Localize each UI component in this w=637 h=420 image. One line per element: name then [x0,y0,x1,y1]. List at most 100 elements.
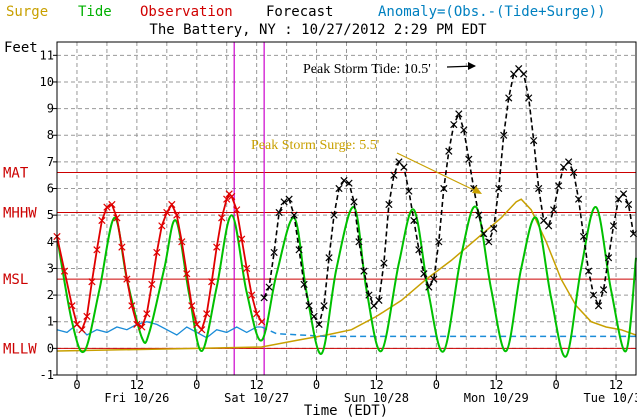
forecast-point [405,187,413,195]
x-tick-label: 12 [249,378,263,392]
legend-anomaly: Anomaly=(Obs.-(Tide+Surge)) [378,4,606,20]
observation-point [118,243,126,251]
y-axis-label: Feet [4,40,38,56]
observation-point [83,312,91,321]
datum-label: MHHW [3,205,37,221]
forecast-point [280,198,288,206]
forecast-point [355,238,363,246]
forecast-point [295,246,303,254]
forecast-point [520,70,528,78]
peak-storm-tide-annotation: Peak Storm Tide: 10.5' [303,62,431,77]
x-tick-label: 0 [73,378,80,392]
legend-surge: Surge [6,4,48,20]
forecast-point [290,211,298,219]
forecast-point [460,126,468,134]
forecast-point [450,120,458,129]
forecast-point [435,238,443,246]
observation-point [93,246,101,254]
observation-point [153,248,161,257]
forecast-point [300,280,308,289]
anomaly-forecast-line [261,326,636,338]
forecast-point [330,211,338,219]
forecast-point [584,267,593,275]
y-tick-label: 8 [47,128,54,142]
y-tick-label: 10 [40,75,54,89]
datum-label: MLLW [3,341,37,357]
forecast-point [589,291,598,299]
y-tick-label: 0 [47,341,54,355]
forecast-point [380,259,388,267]
observation-point [243,264,251,273]
forecast-point [425,283,433,291]
forecast-point [320,302,328,310]
forecast-point [599,286,608,294]
y-tick-label: 11 [40,48,54,62]
forecast-point [535,184,543,193]
observation-point [158,222,166,230]
x-tick-label: 0 [433,378,440,392]
forecast-point [505,94,513,102]
forecast-point [400,163,408,171]
forecast-point [604,254,613,262]
observation-point [98,216,106,225]
observation-point [218,214,226,222]
forecast-point [315,320,323,329]
surge-line [56,198,637,352]
y-tick-label: 9 [47,102,54,116]
forecast-point [365,291,373,299]
forecast-point [260,294,268,302]
peak-storm-surge-arrowhead [472,186,482,194]
y-tick-label: 2 [47,288,54,302]
forecast-point [360,267,368,275]
anomaly-line [56,321,262,339]
forecast-point [275,208,283,217]
forecast-point [285,195,293,203]
forecast-point [265,283,273,291]
legend-tide: Tide [78,4,112,20]
forecast-point [609,222,618,230]
observation-point [128,302,136,310]
peak-storm-surge-annotation: Peak Storm Surge: 5.5' [251,138,379,153]
observation-point [138,323,146,331]
forecast-point [500,131,508,139]
x-tick-label: 0 [553,378,560,392]
forecast-point [569,168,578,177]
forecast-point [440,184,448,193]
forecast-point [574,195,583,203]
forecast-point [375,296,383,305]
x-tick-label: 0 [193,378,200,392]
annotations: Peak Storm Tide: 10.5' Peak Storm Surge: … [251,62,482,194]
forecast-point [550,206,558,214]
forecast-point [340,176,348,185]
forecast-point [465,155,473,163]
observation-point [258,318,266,326]
forecast-point [545,222,553,230]
observation-point [198,326,206,334]
observation-point [113,214,121,222]
tide-line [56,205,637,358]
forecast-point [420,270,428,278]
observation-point [103,203,111,211]
observation-point [108,200,116,209]
forecast-point [480,230,488,238]
day-label: Tue 10/30 [584,391,637,405]
observation-point [213,243,221,251]
forecast-point [490,224,498,233]
day-label: Fri 10/26 [104,391,169,405]
forecast-point [455,110,463,118]
observation-point [168,200,176,209]
observation-point [253,310,261,318]
forecast-point [335,184,343,193]
forecast-point [525,94,533,102]
forecast-point [305,302,313,310]
forecast-point [325,254,333,262]
forecast-point [475,211,483,219]
observation-point [173,211,181,219]
observation-point [183,270,191,278]
day-label: Mon 10/29 [464,391,529,405]
chart-title: The Battery, NY : 10/27/2012 2:29 PM EDT [149,22,487,38]
legend-observation: Observation [140,4,233,20]
peak-storm-surge-arrow [396,152,481,194]
x-tick-label: 12 [489,378,503,392]
